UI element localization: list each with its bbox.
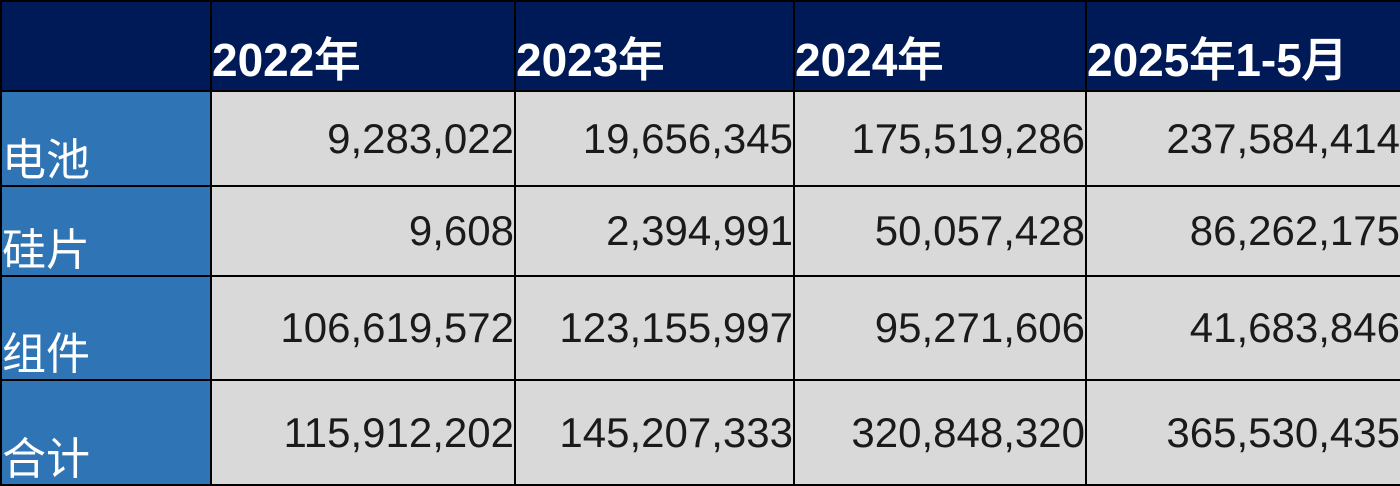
row-header-wafer: 硅片	[0, 185, 212, 277]
table-row-module: 组件 106,619,572 123,155,997 95,271,606 41…	[0, 275, 1400, 381]
row-header-battery: 电池	[0, 90, 212, 187]
table-cell: 145,207,333	[514, 379, 795, 486]
table-row-battery: 电池 9,283,022 19,656,345 175,519,286 237,…	[0, 90, 1400, 187]
table-cell: 9,283,022	[210, 90, 516, 187]
table-cell: 41,683,846	[1085, 275, 1400, 381]
corner-cell	[0, 0, 212, 92]
table-cell: 19,656,345	[514, 90, 795, 187]
column-header-2023: 2023年	[514, 0, 795, 92]
column-header-2022: 2022年	[210, 0, 516, 92]
column-header-2025-jan-may: 2025年1-5月	[1085, 0, 1400, 92]
table-cell: 9,608	[210, 185, 516, 277]
table-row-wafer: 硅片 9,608 2,394,991 50,057,428 86,262,175	[0, 185, 1400, 277]
table-row-total: 合计 115,912,202 145,207,333 320,848,320 3…	[0, 379, 1400, 486]
table-cell: 175,519,286	[793, 90, 1087, 187]
table-cell: 50,057,428	[793, 185, 1087, 277]
table-cell: 365,530,435	[1085, 379, 1400, 486]
table-cell: 86,262,175	[1085, 185, 1400, 277]
table-cell: 123,155,997	[514, 275, 795, 381]
table-cell: 2,394,991	[514, 185, 795, 277]
row-header-module: 组件	[0, 275, 212, 381]
table-cell: 106,619,572	[210, 275, 516, 381]
header-row: 2022年 2023年 2024年 2025年1-5月	[0, 0, 1400, 92]
table-cell: 115,912,202	[210, 379, 516, 486]
table-cell: 320,848,320	[793, 379, 1087, 486]
table-cell: 237,584,414	[1085, 90, 1400, 187]
column-header-2024: 2024年	[793, 0, 1087, 92]
table-cell: 95,271,606	[793, 275, 1087, 381]
row-header-total: 合计	[0, 379, 212, 486]
